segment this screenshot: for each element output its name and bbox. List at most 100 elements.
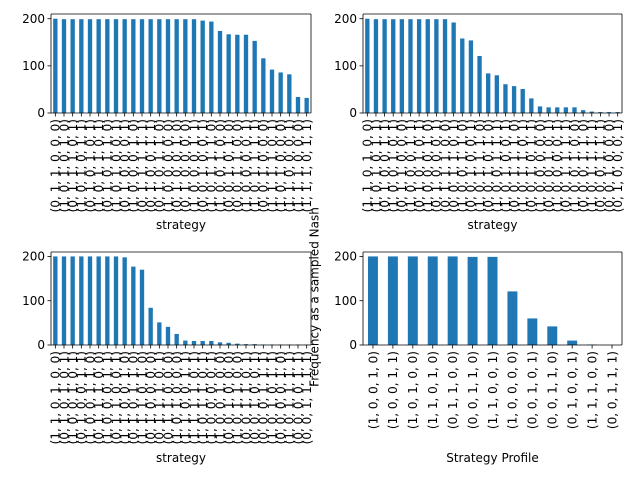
x-tick-label: (1, 0, 1, 0, 1, 0) bbox=[57, 119, 71, 212]
x-tick-label: (1, 1, 1, 0, 0) bbox=[585, 351, 599, 429]
x-tick-label: (0, 0, 1, 0, 0, 0) bbox=[222, 351, 236, 444]
bar bbox=[261, 58, 266, 113]
x-tick-label: (1, 0, 1, 0, 1, 1) bbox=[75, 119, 89, 212]
bar bbox=[391, 19, 396, 113]
bar bbox=[96, 256, 101, 345]
x-tick-label: (0, 1, 0, 0, 0, 0) bbox=[179, 119, 193, 212]
bar bbox=[477, 55, 482, 113]
x-tick-label: (1, 1, 1, 0, 1, 0) bbox=[135, 351, 149, 444]
x-tick-label: (1, 0, 0, 1, 0, 1) bbox=[387, 119, 401, 212]
x-tick-label: (1, 0, 1, 1, 1, 0) bbox=[205, 119, 219, 212]
bar bbox=[598, 112, 603, 113]
x-tick-label: (1, 0, 0, 1, 0, 0) bbox=[213, 351, 227, 444]
bar bbox=[572, 107, 577, 113]
x-tick-label: (0, 0, 1, 1, 1, 1) bbox=[559, 119, 573, 212]
bar bbox=[269, 69, 275, 113]
x-tick-label: (0, 1, 0, 0, 1) bbox=[565, 351, 579, 429]
bar bbox=[70, 19, 75, 113]
bar bbox=[373, 19, 379, 113]
x-ticks: (1, 1, 0, 1, 0, 0)(1, 0, 1, 0, 1, 1)(0, … bbox=[361, 113, 625, 212]
x-tick-label: (1, 0, 0, 1, 0, 1) bbox=[66, 351, 80, 444]
x-tick-label: (1, 0, 1, 1, 1, 1) bbox=[585, 119, 599, 212]
bar bbox=[209, 21, 214, 113]
x-tick-label: (1, 0, 0, 0, 0, 1) bbox=[205, 351, 219, 444]
bar bbox=[511, 86, 517, 113]
bar bbox=[304, 97, 309, 113]
bar bbox=[606, 112, 612, 113]
bar bbox=[447, 256, 458, 345]
bar bbox=[148, 19, 153, 113]
bar bbox=[131, 19, 136, 113]
x-tick-label: (0, 0, 0, 1, 1, 1) bbox=[257, 351, 271, 444]
bar bbox=[615, 112, 620, 113]
x-tick-label: (1, 0, 0, 0, 1, 1) bbox=[404, 119, 418, 212]
x-tick-label: (1, 0, 1, 0, 0, 1) bbox=[499, 119, 513, 212]
bar bbox=[87, 256, 93, 345]
x-tick-label: (1, 0, 0, 0, 1, 0) bbox=[421, 119, 435, 212]
bar bbox=[61, 256, 67, 345]
y-tick-label: 200 bbox=[22, 250, 45, 264]
x-tick-label: (1, 0, 1, 1, 1, 0) bbox=[473, 119, 487, 212]
x-tick-label: (0, 0, 1, 1, 1, 1) bbox=[300, 351, 314, 444]
subplot-2: 0 100 200 (1, 1, 0, 1, 0, 0)(1, 0, 1, 0, 1,… bbox=[334, 12, 625, 232]
x-axis-label: strategy bbox=[156, 218, 206, 232]
bar bbox=[434, 19, 439, 113]
x-ticks: (1, 1, 0, 1, 0, 0)(0, 1, 0, 1, 0, 1)(1, … bbox=[49, 345, 314, 444]
x-tick-label: (1, 1, 0, 0, 1, 1) bbox=[179, 351, 193, 444]
bar bbox=[53, 18, 58, 113]
bar bbox=[589, 111, 594, 113]
x-tick-label: (1, 0, 0, 0, 1, 1) bbox=[101, 351, 115, 444]
x-tick-label: (0, 1, 0, 0, 1, 1) bbox=[144, 119, 158, 212]
x-tick-label: (0, 1, 1, 1, 0, 0) bbox=[92, 351, 106, 444]
x-tick-label: (0, 1, 0, 0, 0, 1) bbox=[118, 119, 132, 212]
x-tick-label: (0, 1, 1, 1, 0, 1) bbox=[66, 119, 80, 212]
subplot-3: 0 100 200 (1, 1, 0, 1, 0, 0)(0, 1, 0, 1, 0,… bbox=[22, 250, 314, 465]
bar bbox=[367, 256, 378, 345]
x-tick-label: (0, 0, 1, 0, 0, 0) bbox=[257, 119, 271, 212]
x-tick-label: (1, 1, 0, 1, 0, 0) bbox=[49, 351, 63, 444]
x-axis-label: strategy bbox=[467, 218, 517, 232]
bar bbox=[105, 256, 110, 345]
x-tick-label: (1, 0, 1, 1, 1, 1) bbox=[283, 351, 297, 444]
bar bbox=[252, 40, 257, 114]
x-tick-label: (0, 1, 0, 0, 1, 1) bbox=[378, 119, 392, 212]
bar bbox=[139, 19, 145, 113]
x-tick-label: (0, 0, 1, 0, 1) bbox=[526, 351, 540, 429]
bar bbox=[451, 22, 456, 114]
x-tick-label: (0, 1, 1, 0, 0, 0) bbox=[395, 119, 409, 212]
x-ticks: (1, 0, 0, 1, 0) (1, 0, 0, 1, 1) (1, 0, 1, … bbox=[366, 345, 619, 429]
bar bbox=[365, 18, 370, 113]
x-tick-label: (0, 1, 0, 0, 0, 1) bbox=[611, 119, 625, 212]
bar bbox=[425, 19, 430, 113]
subplots: 0 100 200 (0, 1, 1, 0, 0, 0) (1, 0, 1, 0, 1,… bbox=[22, 12, 625, 465]
bar bbox=[507, 291, 518, 345]
x-tick-label: (0, 1, 1, 1, 0, 1) bbox=[153, 351, 167, 444]
x-tick-label: (1, 1, 1, 1, 0, 1) bbox=[265, 119, 279, 212]
x-tick-label: (1, 0, 1, 0, 0, 0) bbox=[170, 351, 184, 444]
bar bbox=[399, 19, 405, 113]
y-tick-label: 200 bbox=[22, 12, 45, 26]
bars bbox=[367, 256, 598, 345]
x-tick-label: (0, 1, 1, 0, 0) bbox=[446, 351, 460, 429]
y-tick-label: 0 bbox=[37, 106, 45, 120]
x-tick-label: (1, 0, 0, 1, 1, 1) bbox=[490, 119, 504, 212]
x-tick-label: (0, 1, 0, 1, 0, 1) bbox=[83, 119, 97, 212]
x-tick-label: (1, 0, 1, 0, 0, 0) bbox=[274, 119, 288, 212]
x-tick-label: (0, 1, 0, 0, 0, 0) bbox=[144, 351, 158, 444]
bar bbox=[217, 30, 223, 113]
bar bbox=[183, 340, 188, 345]
bar bbox=[468, 40, 474, 113]
bar bbox=[547, 326, 558, 345]
bar bbox=[87, 19, 93, 113]
bar bbox=[460, 38, 465, 114]
x-tick-label: (0, 0, 1, 1, 0, 1) bbox=[447, 119, 461, 212]
bar bbox=[96, 19, 101, 113]
x-tick-label: (0, 0, 1, 0, 0, 1) bbox=[248, 351, 262, 444]
bar bbox=[408, 19, 413, 113]
bar bbox=[191, 19, 197, 113]
bar bbox=[217, 342, 223, 345]
y-tick-label: 100 bbox=[334, 59, 357, 73]
x-tick-label: (0, 0, 1, 1, 0, 0) bbox=[231, 119, 245, 212]
